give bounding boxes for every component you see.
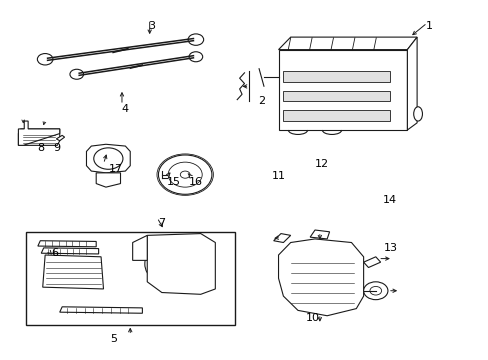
Circle shape: [369, 287, 381, 295]
Bar: [26, 232, 234, 325]
Text: 15: 15: [167, 177, 181, 187]
Circle shape: [189, 52, 202, 62]
Text: 1: 1: [425, 21, 432, 31]
Polygon shape: [86, 144, 130, 173]
Polygon shape: [132, 235, 147, 260]
Circle shape: [37, 54, 53, 65]
Circle shape: [152, 246, 201, 282]
Text: 9: 9: [54, 143, 61, 153]
Text: 14: 14: [383, 195, 397, 204]
Polygon shape: [56, 135, 64, 141]
Circle shape: [170, 260, 182, 268]
Text: 8: 8: [38, 143, 45, 153]
Text: 4: 4: [122, 104, 129, 113]
Text: 10: 10: [305, 312, 319, 323]
Bar: [283, 111, 389, 121]
Text: 16: 16: [188, 177, 203, 187]
Polygon shape: [273, 234, 290, 243]
Text: 6: 6: [51, 248, 58, 258]
Text: 12: 12: [315, 159, 329, 169]
Polygon shape: [147, 234, 215, 294]
Polygon shape: [19, 121, 60, 145]
Text: 11: 11: [271, 171, 285, 181]
Polygon shape: [363, 257, 380, 267]
Bar: [278, 50, 407, 130]
Ellipse shape: [413, 107, 422, 121]
Polygon shape: [19, 129, 60, 145]
Polygon shape: [41, 248, 99, 254]
Text: 3: 3: [148, 21, 155, 31]
Polygon shape: [278, 37, 416, 50]
Text: 17: 17: [108, 164, 122, 174]
Polygon shape: [278, 239, 363, 316]
Circle shape: [180, 171, 190, 178]
Circle shape: [144, 241, 207, 287]
Text: 5: 5: [109, 334, 117, 344]
Circle shape: [363, 282, 387, 300]
Polygon shape: [42, 255, 103, 289]
Polygon shape: [309, 230, 329, 239]
Polygon shape: [60, 307, 142, 313]
Circle shape: [188, 34, 203, 45]
Polygon shape: [38, 241, 96, 247]
Bar: [283, 91, 389, 102]
Circle shape: [94, 148, 122, 169]
Circle shape: [158, 155, 211, 194]
Text: 7: 7: [158, 218, 165, 228]
Circle shape: [70, 69, 83, 79]
Text: 2: 2: [258, 96, 264, 107]
Circle shape: [168, 162, 202, 187]
Text: 13: 13: [383, 243, 397, 253]
Polygon shape: [96, 173, 120, 187]
Polygon shape: [407, 37, 416, 130]
Bar: [283, 71, 389, 82]
